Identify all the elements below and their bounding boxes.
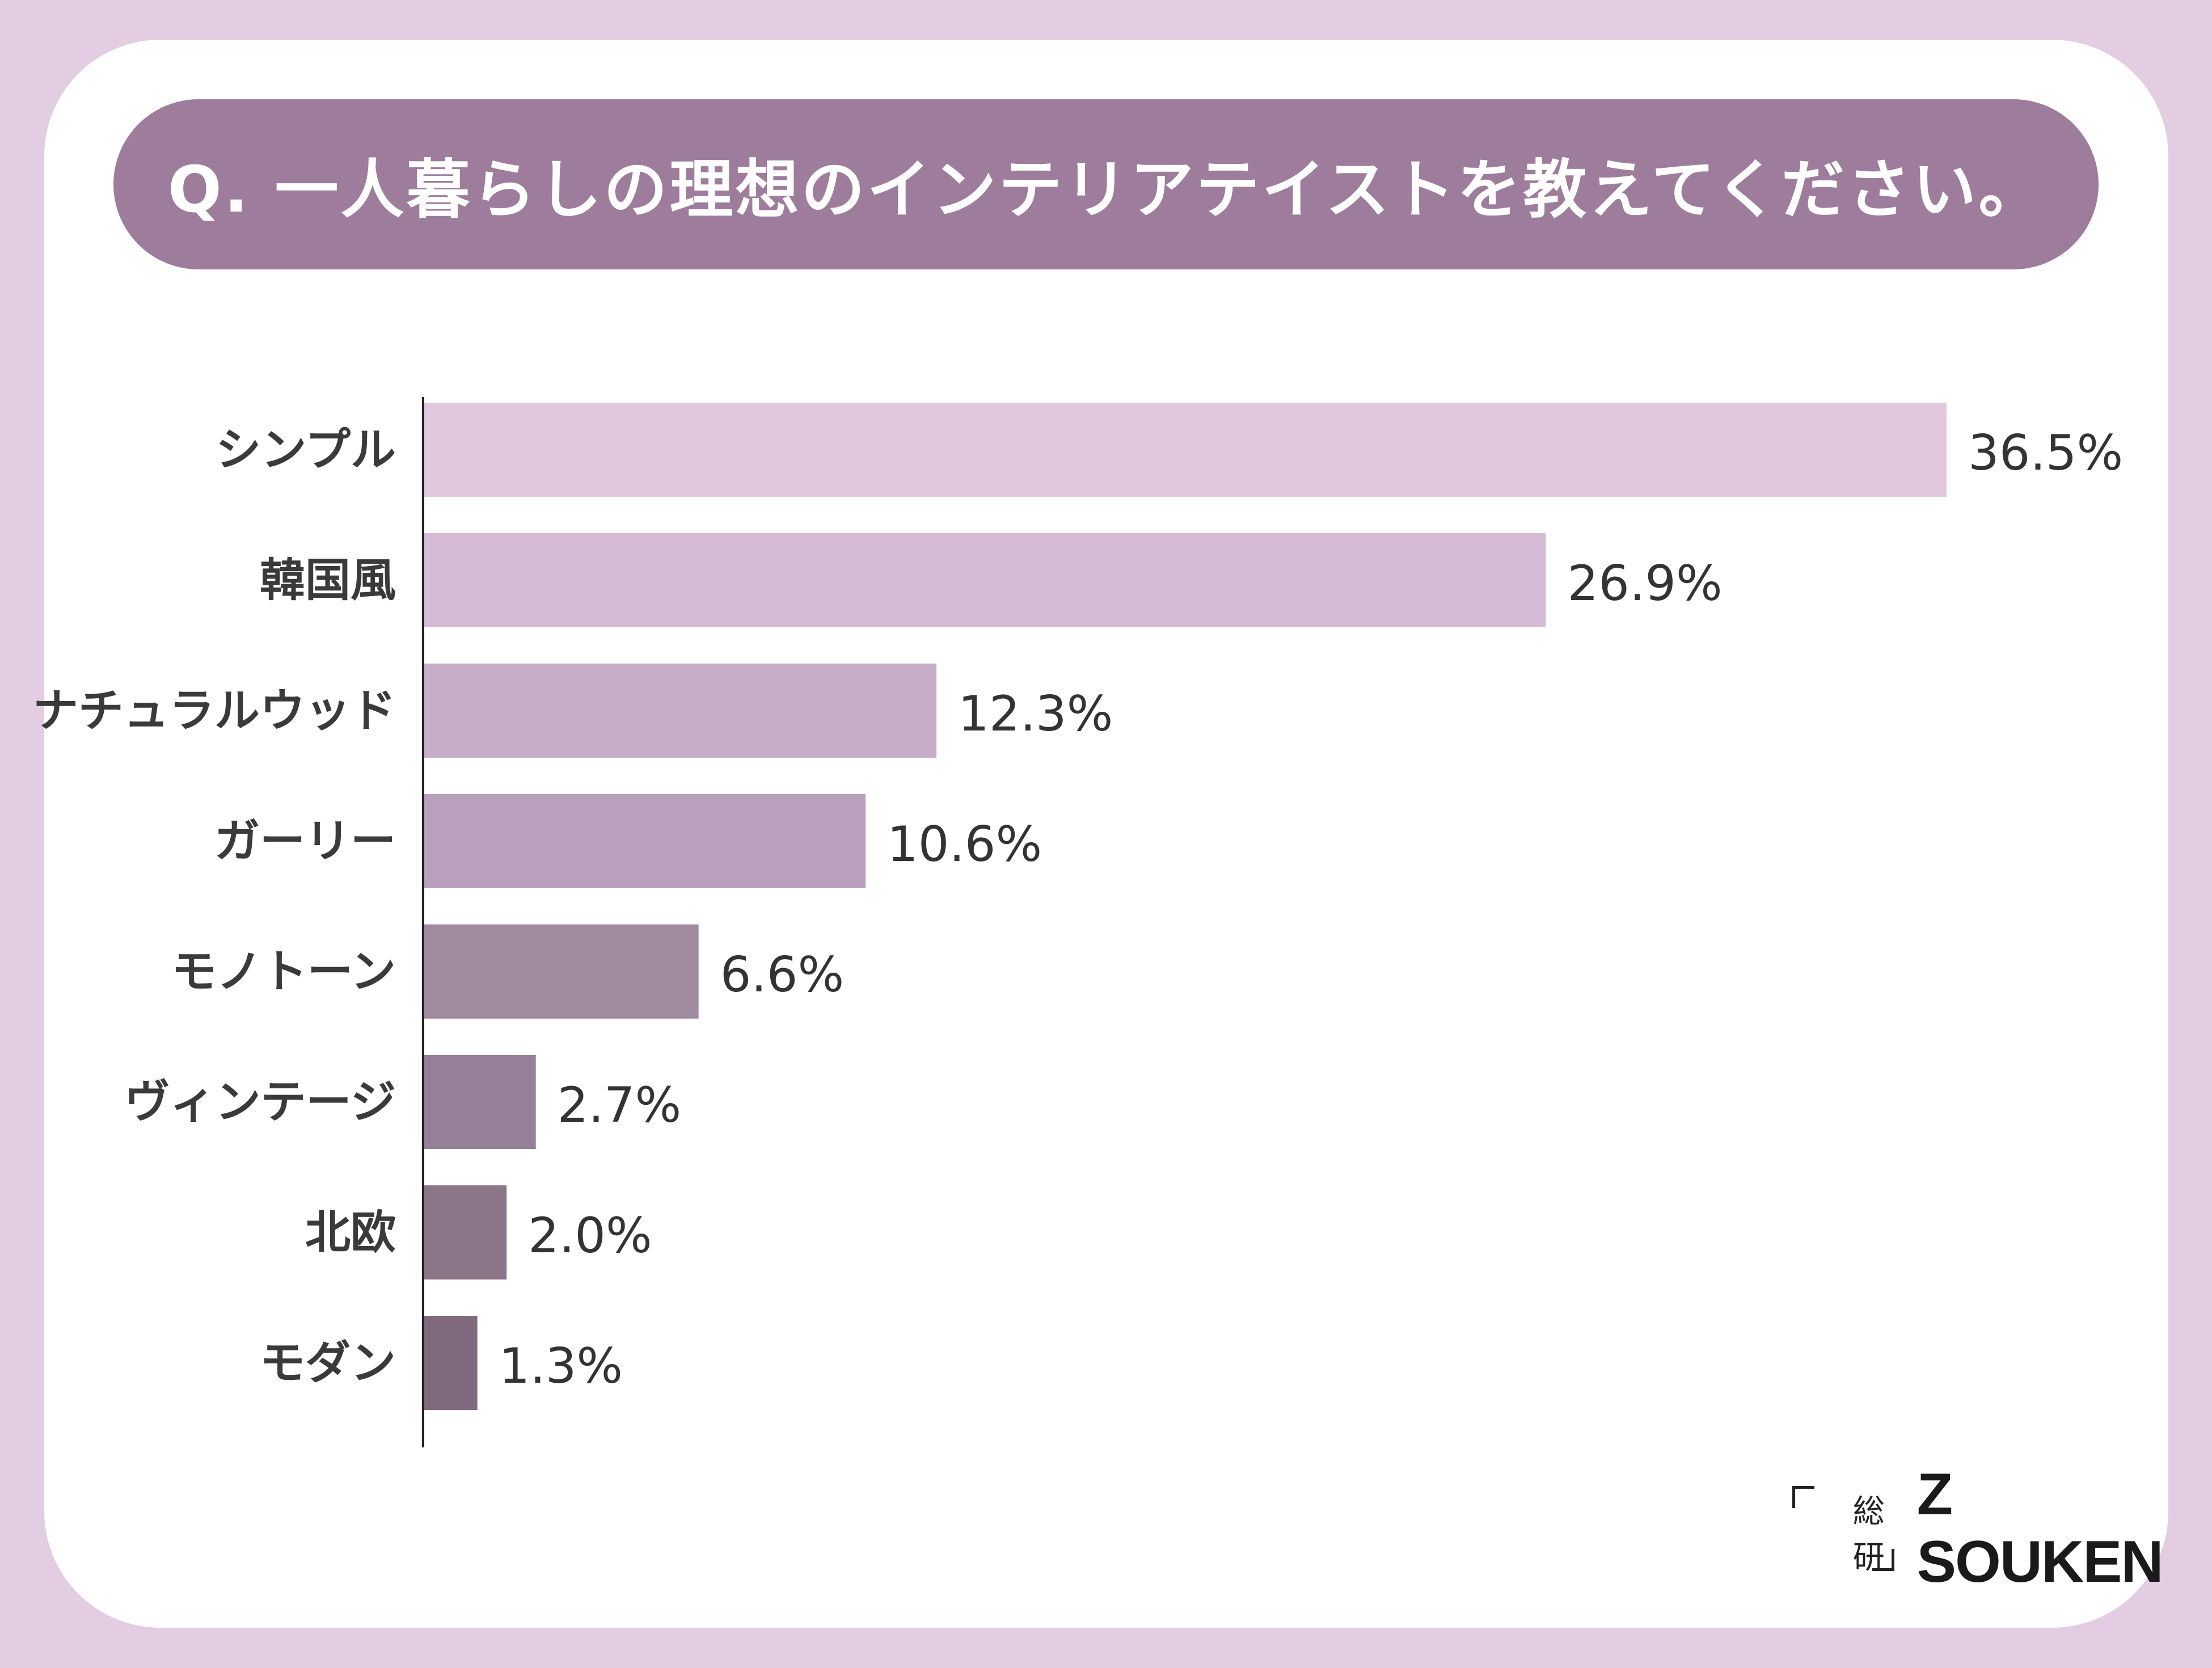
bar-5 xyxy=(423,924,699,1019)
category-label-3: ナチュラルウッド xyxy=(33,685,396,737)
bar-7 xyxy=(423,1185,507,1279)
bar-3 xyxy=(423,664,937,758)
bar-8 xyxy=(423,1316,478,1410)
value-label-1: 36.5% xyxy=(1968,425,2123,482)
zsouken-logo: 総 研 Z SOUKEN xyxy=(1792,1462,2212,1595)
value-label-8: 1.3% xyxy=(499,1338,623,1395)
bar-6 xyxy=(423,1055,536,1149)
bar-2 xyxy=(423,533,1546,627)
chart-card xyxy=(44,40,2168,1628)
value-label-7: 2.0% xyxy=(528,1207,652,1264)
value-label-6: 2.7% xyxy=(558,1077,682,1134)
logo-name: Z SOUKEN xyxy=(1916,1462,2164,1595)
logo-char-1: 総 xyxy=(1852,1493,1885,1530)
category-label-2: 韓国風 xyxy=(260,554,396,607)
logo-mark: 総 研 xyxy=(1792,1486,1894,1576)
title-banner: Q. 一人暮らしの理想のインテリアテイストを教えてください。 xyxy=(113,99,2099,269)
value-label-5: 6.6% xyxy=(720,947,845,1003)
value-label-2: 26.9% xyxy=(1568,555,1723,612)
category-label-5: モノトーン xyxy=(171,945,396,998)
value-label-4: 10.6% xyxy=(887,816,1042,873)
category-label-6: ヴィンテージ xyxy=(125,1076,396,1129)
value-label-3: 12.3% xyxy=(958,686,1113,742)
category-label-7: 北欧 xyxy=(305,1206,396,1259)
bar-1 xyxy=(423,403,1947,497)
category-label-1: シンプル xyxy=(216,424,396,476)
category-label-4: ガーリー xyxy=(214,815,396,868)
chart-title: Q. 一人暮らしの理想のインテリアテイストを教えてください。 xyxy=(167,153,2045,227)
bar-4 xyxy=(423,794,866,888)
category-label-8: モダン xyxy=(260,1337,396,1390)
